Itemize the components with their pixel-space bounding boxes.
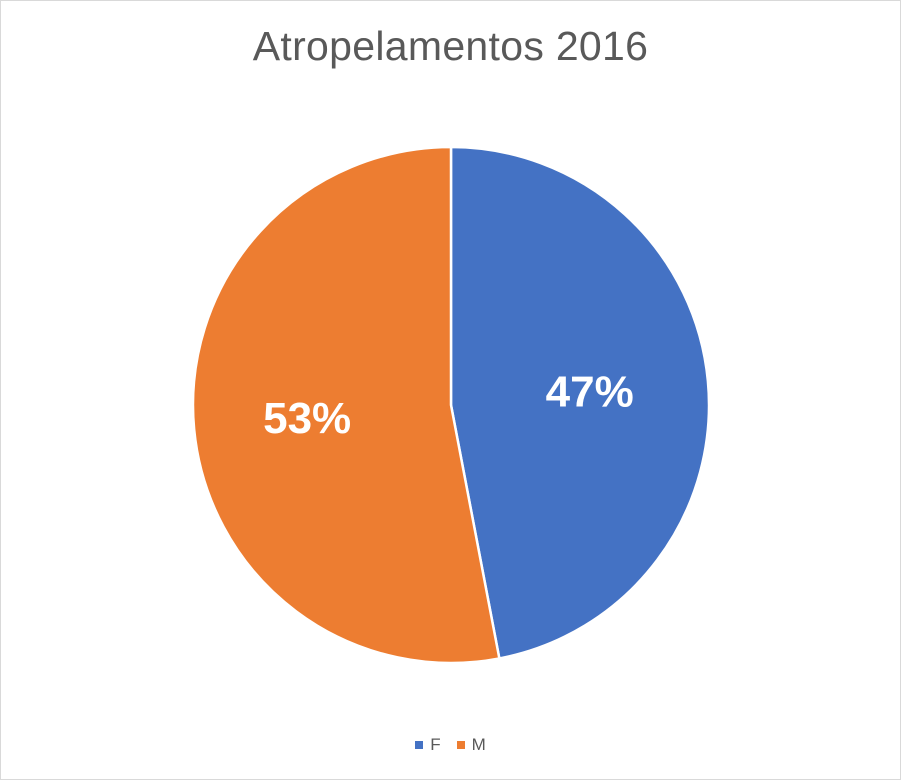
legend-label-m: M <box>471 735 486 754</box>
legend-item-m: M <box>456 735 486 755</box>
pie-slice-f <box>449 145 711 660</box>
legend-swatch-f <box>415 741 424 749</box>
legend-item-f: F <box>415 735 441 755</box>
legend-label-f: F <box>430 735 441 754</box>
pie-slice-m <box>191 145 501 665</box>
slice-label-f: 47% <box>546 367 634 416</box>
chart-title: Atropelamentos 2016 <box>252 23 649 69</box>
slice-label-m: 53% <box>263 394 351 443</box>
legend: F M <box>1 735 900 755</box>
legend-swatch-m <box>456 741 465 749</box>
